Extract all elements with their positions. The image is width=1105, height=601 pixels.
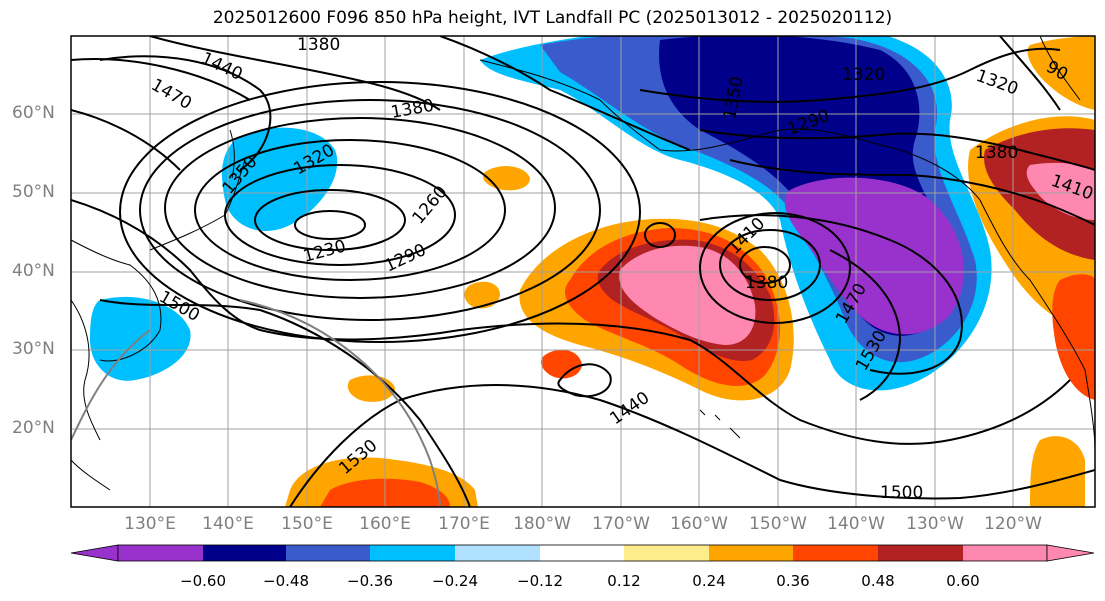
map-area: 1380 1440 1470 1380 1320 1350 1260 1230 …	[71, 35, 1095, 507]
gray-boundary-curve	[239, 299, 441, 507]
lon-label: 150°E	[281, 514, 333, 534]
contour-label: 1380	[745, 273, 788, 293]
colorbar-tick: 0.36	[776, 572, 810, 590]
colorbar-tick: −0.12	[517, 572, 563, 590]
contour-label: 1320	[842, 65, 885, 85]
contour-label: 1500	[880, 483, 923, 503]
positive-anomaly-southeast	[1030, 436, 1085, 507]
map-title: 2025012600 F096 850 hPa height, IVT Land…	[212, 8, 893, 28]
lat-label: 40°N	[12, 261, 55, 281]
negative-anomaly-core	[784, 177, 964, 335]
lon-label: 140°W	[827, 514, 885, 534]
colorbar-segment	[118, 545, 203, 561]
lat-label: 50°N	[12, 182, 55, 202]
lat-label: 60°N	[12, 103, 55, 123]
lon-label: 170°E	[438, 514, 490, 534]
colorbar	[70, 544, 1095, 562]
colorbar-segment	[963, 545, 1047, 561]
negative-anomaly-west	[222, 127, 338, 231]
colorbar-tick: −0.36	[347, 572, 393, 590]
colorbar-tick: 0.24	[692, 572, 726, 590]
lon-label: 170°W	[592, 514, 650, 534]
lon-label: 130°W	[906, 514, 964, 534]
lat-label: 30°N	[12, 339, 55, 359]
positive-anomaly-small-3	[464, 281, 500, 309]
contour-label: 1380	[975, 143, 1018, 163]
lon-label: 160°W	[670, 514, 728, 534]
colorbar-segment	[286, 545, 370, 561]
colorbar-min-extend	[70, 544, 119, 562]
lat-label: 20°N	[12, 418, 55, 438]
colorbar-segment	[540, 545, 624, 561]
colorbar-segments	[117, 544, 1048, 562]
colorbar-tick: −0.60	[180, 572, 226, 590]
lon-label: 150°W	[749, 514, 807, 534]
lon-label: 130°E	[124, 514, 176, 534]
lon-label: 140°E	[202, 514, 254, 534]
colorbar-segment	[203, 545, 286, 561]
colorbar-tick: 0.12	[607, 572, 641, 590]
colorbar-segment	[878, 545, 963, 561]
graticule	[71, 36, 1095, 507]
colorbar-segment	[709, 545, 793, 561]
colorbar-segment	[455, 545, 540, 561]
positive-anomaly-top-right	[1027, 36, 1095, 110]
colorbar-tick: 0.60	[946, 572, 980, 590]
colorbar-tick: −0.24	[432, 572, 478, 590]
height-contours	[71, 36, 1095, 507]
contour-label: 1380	[297, 35, 340, 55]
lon-label: 160°E	[359, 514, 411, 534]
map-frame	[70, 35, 1096, 508]
colorbar-tick: 0.48	[861, 572, 895, 590]
lon-label: 180°W	[513, 514, 571, 534]
colorbar-segment	[370, 545, 455, 561]
positive-anomaly-small-4	[540, 349, 582, 379]
gray-boundary-curve-west	[71, 329, 151, 441]
colorbar-tick: −0.48	[263, 572, 309, 590]
colorbar-max-extend	[1046, 544, 1095, 562]
colorbar-segment	[624, 545, 709, 561]
lon-label: 120°W	[984, 514, 1042, 534]
colorbar-segment	[793, 545, 878, 561]
positive-anomaly-northeast-core	[1026, 162, 1095, 220]
